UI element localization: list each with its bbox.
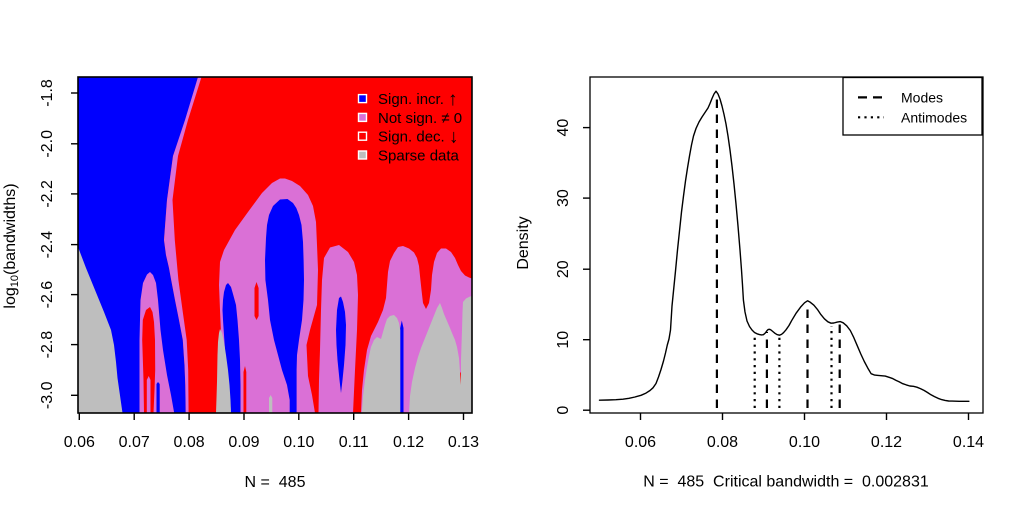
svg-text:Density: Density [515, 216, 532, 269]
svg-text:-2.0: -2.0 [39, 130, 56, 158]
svg-text:0.08: 0.08 [174, 434, 205, 451]
svg-text:0.10: 0.10 [789, 434, 820, 451]
svg-text:10: 10 [555, 331, 572, 349]
svg-text:0.10: 0.10 [283, 434, 314, 451]
svg-text:40: 40 [555, 119, 572, 137]
svg-text:N = 485: N = 485 [245, 474, 306, 491]
svg-text:-2.8: -2.8 [39, 331, 56, 359]
svg-text:Sparse data: Sparse data [378, 147, 460, 164]
svg-text:Not sign. ≠ 0: Not sign. ≠ 0 [378, 110, 462, 127]
svg-text:0.08: 0.08 [707, 434, 738, 451]
svg-text:0.12: 0.12 [871, 434, 902, 451]
svg-text:0.07: 0.07 [119, 434, 150, 451]
svg-text:Sign. incr. ↑: Sign. incr. ↑ [378, 89, 458, 110]
svg-text:Antimodes: Antimodes [901, 109, 967, 125]
svg-text:-2.6: -2.6 [39, 281, 56, 309]
svg-text:-1.8: -1.8 [39, 79, 56, 107]
svg-text:Sign. dec. ↓: Sign. dec. ↓ [378, 127, 458, 148]
svg-text:-3.0: -3.0 [39, 381, 56, 409]
svg-text:-2.4: -2.4 [39, 231, 56, 259]
svg-text:0.12: 0.12 [393, 434, 424, 451]
svg-text:log10(bandwidths): log10(bandwidths) [2, 183, 21, 308]
svg-text:0.13: 0.13 [448, 434, 479, 451]
svg-text:0.09: 0.09 [228, 434, 259, 451]
svg-text:30: 30 [555, 189, 572, 207]
svg-text:-2.2: -2.2 [39, 180, 56, 208]
svg-text:0.06: 0.06 [625, 434, 656, 451]
svg-text:0: 0 [555, 406, 572, 415]
svg-text:N = 485 Critical bandwidth =: N = 485 Critical bandwidth = 0.002831 [643, 474, 929, 491]
svg-text:0.11: 0.11 [339, 434, 369, 451]
svg-text:Modes: Modes [901, 89, 943, 105]
svg-text:20: 20 [555, 260, 572, 278]
svg-text:0.06: 0.06 [64, 434, 95, 451]
svg-text:0.14: 0.14 [953, 434, 984, 451]
